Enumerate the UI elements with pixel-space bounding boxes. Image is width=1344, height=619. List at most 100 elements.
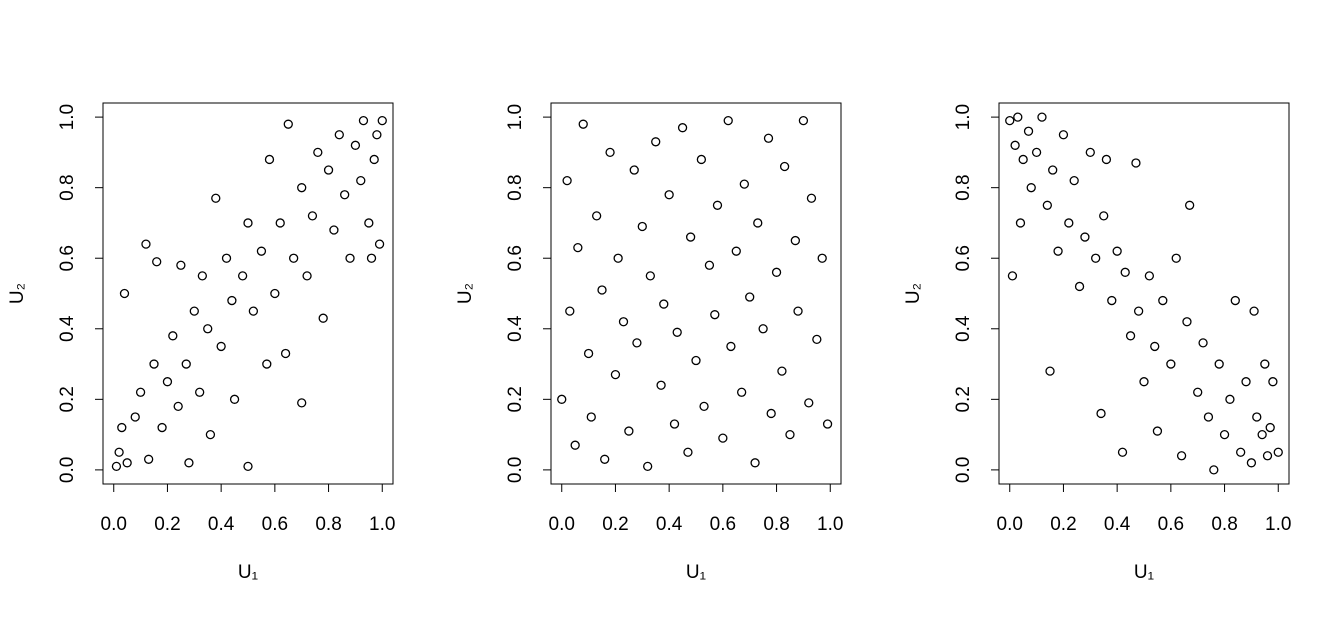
point: [643, 461, 653, 472]
point: [168, 331, 178, 341]
point: [1249, 306, 1259, 316]
point: [1158, 295, 1168, 306]
x-tick-label: 0.4: [1104, 514, 1131, 535]
point: [624, 426, 634, 436]
y-axis-label: U₂: [7, 283, 28, 304]
point: [364, 218, 374, 228]
point: [750, 458, 760, 468]
point: [1219, 429, 1230, 440]
x-tick-label: 0.6: [1158, 514, 1184, 535]
point: [135, 387, 146, 397]
point: [264, 154, 275, 165]
x-tick-label: 0.0: [997, 514, 1023, 535]
plot-frame: [998, 102, 1290, 485]
point: [793, 306, 803, 316]
point: [736, 387, 747, 397]
point: [297, 398, 307, 408]
x-axis-label: U₁: [238, 562, 258, 583]
x-tick-label: 0.2: [602, 514, 628, 535]
point: [1117, 447, 1128, 457]
point: [1144, 271, 1155, 281]
point: [651, 137, 661, 147]
point: [570, 440, 580, 450]
point: [377, 115, 387, 126]
point: [1007, 271, 1018, 281]
point: [710, 310, 720, 320]
point: [1053, 246, 1063, 256]
point: [141, 239, 151, 249]
y-tick-label: 0.4: [505, 315, 526, 342]
point: [1166, 359, 1176, 369]
y-tick-label: 0.8: [57, 174, 78, 200]
point: [597, 285, 607, 295]
x-tick-label: 0.6: [710, 514, 736, 535]
point: [696, 154, 707, 165]
point: [117, 422, 127, 433]
point: [1045, 366, 1055, 376]
point: [1037, 112, 1047, 122]
point: [1131, 158, 1141, 168]
point: [119, 288, 130, 299]
x-tick-label: 0.4: [656, 514, 683, 535]
point: [340, 190, 350, 200]
point: [111, 461, 122, 472]
point: [323, 165, 334, 175]
y-tick-label: 0.2: [953, 386, 974, 412]
x-axis-label: U₁: [686, 562, 706, 583]
point: [1268, 377, 1278, 387]
point: [1171, 253, 1181, 263]
point: [557, 394, 567, 404]
point: [1260, 359, 1270, 369]
point: [1099, 211, 1109, 221]
point: [758, 324, 768, 334]
point: [1262, 451, 1273, 461]
point: [573, 242, 583, 253]
point: [718, 433, 728, 443]
point: [1241, 377, 1251, 387]
point: [745, 292, 755, 302]
panel: 0.0 0.2 0.4 0.6 0.8 1.0 0.0 0.2 0.4 0.6 0.8 1.0 U₁ U₂: [903, 102, 1291, 583]
point: [176, 260, 186, 270]
point: [1176, 451, 1187, 461]
point: [1026, 183, 1036, 193]
point: [618, 317, 629, 327]
point: [334, 130, 344, 140]
point: [1018, 154, 1028, 165]
y-tick-label: 0.4: [953, 315, 974, 342]
panel: 0.0 0.2 0.4 0.6 0.8 1.0 0.0 0.2 0.4 0.6 0.8 1.0 U₁ U₂: [7, 102, 395, 583]
point: [1203, 412, 1214, 422]
point: [197, 271, 208, 281]
point: [237, 271, 248, 281]
y-tick-label: 1.0: [953, 104, 974, 130]
y-axis-label: U₂: [455, 283, 476, 304]
x-tick-label: 1.0: [369, 514, 395, 535]
point: [366, 253, 377, 263]
point: [1246, 458, 1257, 468]
point: [369, 154, 379, 165]
point: [1120, 267, 1130, 277]
point: [1265, 422, 1275, 433]
point: [211, 193, 221, 203]
y-tick-label: 0.2: [505, 386, 526, 412]
point: [712, 200, 723, 210]
point: [777, 366, 787, 376]
point: [822, 419, 833, 429]
point: [243, 461, 253, 472]
x-tick-label: 0.0: [101, 514, 127, 535]
point: [1074, 281, 1085, 292]
point: [203, 324, 213, 334]
point: [256, 246, 267, 256]
plot-frame: [550, 102, 842, 485]
y-tick-label: 0.6: [57, 245, 78, 271]
point: [1139, 377, 1149, 387]
point: [669, 419, 680, 429]
point: [221, 253, 232, 263]
point: [683, 447, 693, 457]
point: [216, 341, 226, 352]
point: [1193, 387, 1203, 397]
point: [1236, 447, 1246, 457]
point: [806, 193, 817, 203]
point: [613, 253, 623, 263]
point: [149, 359, 159, 369]
